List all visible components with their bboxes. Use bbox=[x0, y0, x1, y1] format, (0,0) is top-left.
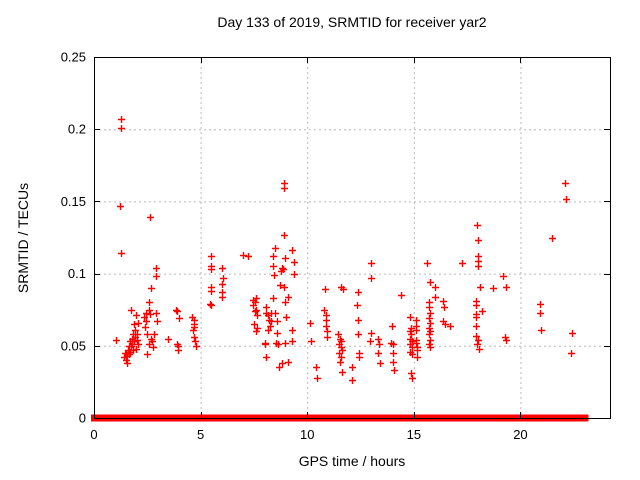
svg-text:0: 0 bbox=[90, 427, 97, 442]
svg-text:5: 5 bbox=[197, 427, 204, 442]
svg-text:0.1: 0.1 bbox=[68, 266, 86, 281]
data-markers bbox=[113, 116, 576, 384]
plot-border bbox=[94, 57, 611, 419]
svg-text:0.2: 0.2 bbox=[68, 122, 86, 137]
svg-text:15: 15 bbox=[407, 427, 421, 442]
svg-text:0.25: 0.25 bbox=[61, 50, 86, 65]
svg-text:0.15: 0.15 bbox=[61, 194, 86, 209]
chart-title: Day 133 of 2019, SRMTID for receiver yar… bbox=[217, 14, 487, 30]
svg-text:10: 10 bbox=[300, 427, 314, 442]
axis-ticks bbox=[94, 57, 610, 419]
y-tick-labels: 0 0.05 0.1 0.15 0.2 0.25 bbox=[61, 50, 86, 426]
gridlines bbox=[94, 57, 610, 418]
svg-text:0: 0 bbox=[79, 411, 86, 426]
svg-text:0.05: 0.05 bbox=[61, 338, 86, 353]
x-tick-labels: 0 5 10 15 20 bbox=[90, 427, 527, 442]
x-axis-label: GPS time / hours bbox=[298, 453, 406, 469]
svg-text:20: 20 bbox=[513, 427, 527, 442]
